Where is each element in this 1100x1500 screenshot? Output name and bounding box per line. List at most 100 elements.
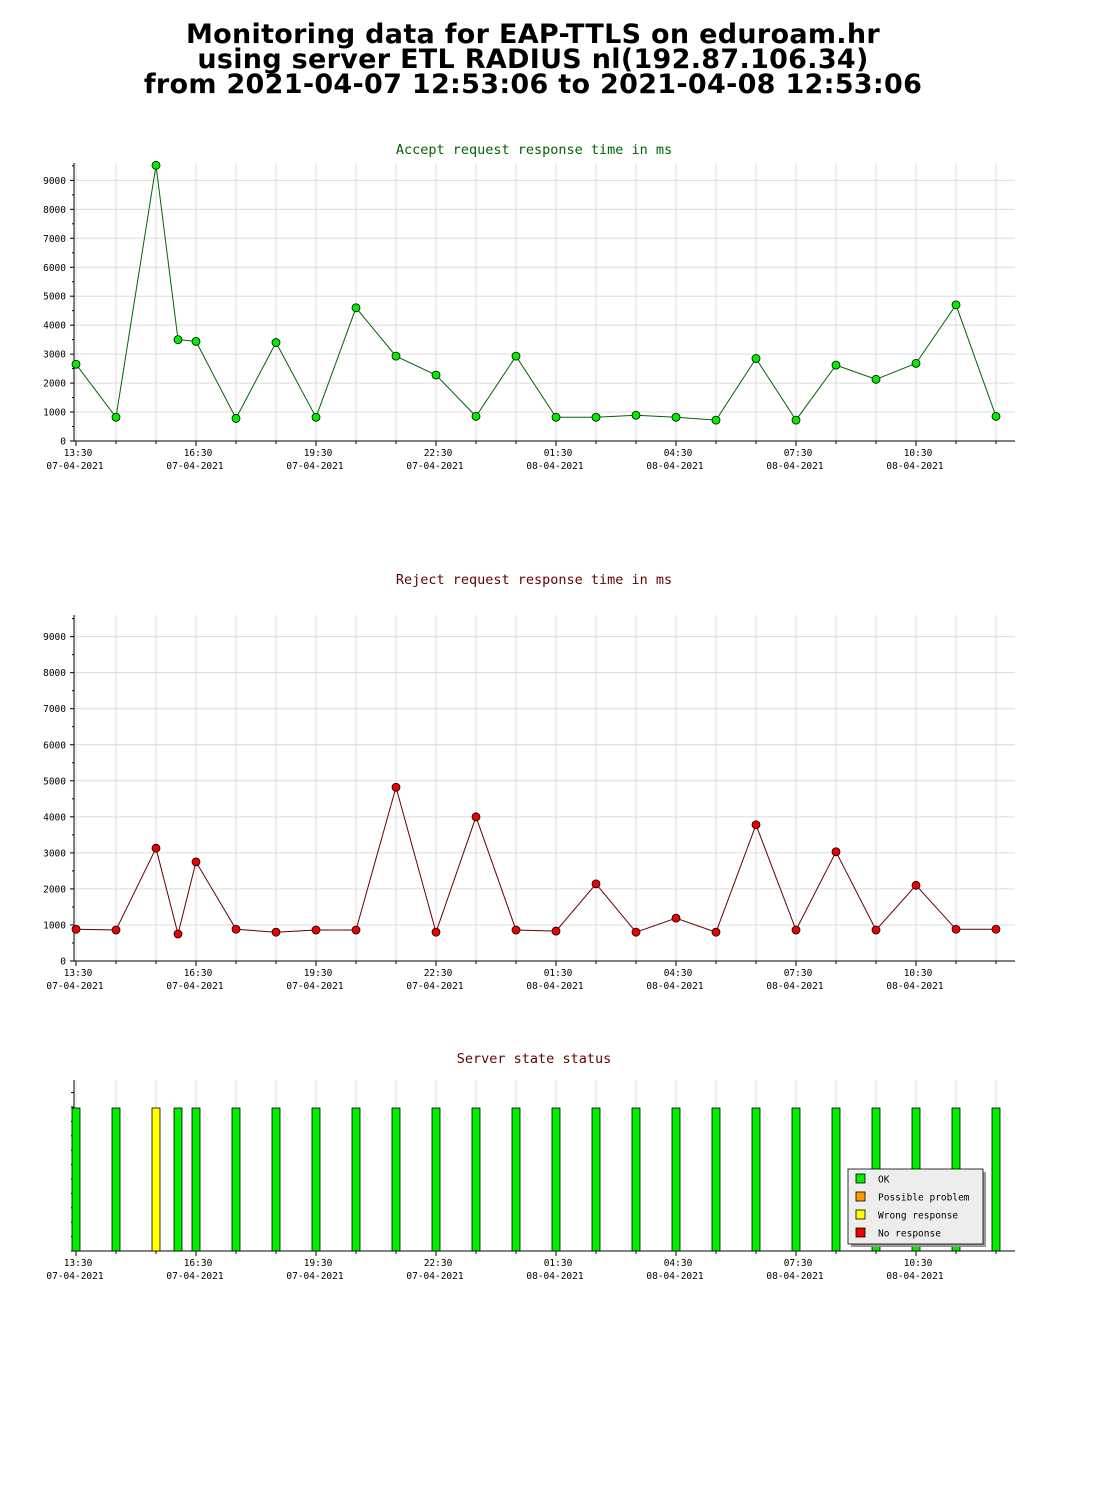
status-bar [831,1107,841,1252]
reject-data-point [671,913,681,923]
accept-data-point [191,336,201,346]
status-chart-title: Server state status [457,1051,611,1067]
accept-data-point [911,358,921,368]
accept-y-tick-label: 5000 [43,292,66,303]
reject-y-tick-label: 8000 [43,668,66,679]
accept-data-point [671,412,681,422]
reject-data-point [951,924,961,934]
legend-label-possible: Possible problem [878,1193,970,1204]
reject-chart-title: Reject request response time in ms [396,572,672,588]
status-x-tick-date: 08-04-2021 [886,1271,943,1282]
accept-y-tick-label: 8000 [43,205,66,216]
reject-data-point [71,924,81,934]
header-line-2: using server ETL RADIUS nl(192.87.106.34… [197,44,869,75]
status-chart: 13:30 07-04-2021 16:30 07-04-2021 19:30 07-04… [46,1080,1015,1282]
reject-data-point [871,925,881,935]
reject-y-tick-label: 5000 [43,776,66,787]
status-bar [351,1107,361,1252]
status-bar [431,1107,441,1252]
accept-y-tick-label: 9000 [43,176,66,187]
reject-y-tick-label: 2000 [43,884,66,895]
reject-x-tick-date: 07-04-2021 [166,981,223,992]
accept-y-tick-label: 2000 [43,379,66,390]
reject-data-point [311,925,321,935]
reject-data-point [551,926,561,936]
accept-x-tick-time: 10:30 [904,448,933,459]
accept-x-tick-time: 16:30 [184,448,213,459]
accept-chart: 13:30 07-04-2021 16:30 07-04-2021 19:30 07-04… [43,160,1015,472]
accept-x-tick-time: 22:30 [424,448,453,459]
reject-chart: 13:30 07-04-2021 16:30 07-04-2021 19:30 07-04… [43,615,1015,992]
reject-data-point [511,925,521,935]
accept-data-point [111,412,121,422]
accept-series-line [75,165,997,421]
accept-x-tick-date: 08-04-2021 [646,461,703,472]
status-x-tick-date: 08-04-2021 [526,1271,583,1282]
accept-data-point [271,338,281,347]
reject-y-tick-label: 4000 [43,812,66,823]
reject-x-tick-date: 07-04-2021 [406,981,463,992]
accept-data-point [751,354,761,363]
reject-data-point [711,927,721,937]
status-bar [711,1107,721,1252]
status-bar [191,1107,201,1252]
status-bar [751,1107,761,1252]
status-bar [551,1107,561,1252]
accept-data-point [871,374,881,384]
reject-x-tick-date: 08-04-2021 [646,981,703,992]
reject-data-point [631,927,641,937]
reject-data-point [791,925,801,935]
legend-label-wrong: Wrong response [878,1211,958,1222]
status-bar [471,1107,481,1252]
status-bar [111,1107,121,1252]
accept-data-point [431,370,441,380]
accept-chart-title: Accept request response time in ms [396,142,672,158]
status-x-tick-time: 04:30 [664,1258,693,1269]
reject-data-point [351,925,361,935]
reject-data-point [471,812,481,822]
accept-x-tick-date: 07-04-2021 [166,461,223,472]
accept-data-point [551,412,561,422]
status-x-tick-date: 08-04-2021 [646,1271,703,1282]
reject-x-tick-date: 08-04-2021 [886,981,943,992]
legend-swatch-wrong [855,1209,866,1220]
status-bar [173,1107,183,1252]
reject-data-point [111,925,121,935]
status-bar [311,1107,321,1252]
reject-x-tick-time: 19:30 [304,968,333,979]
status-bar [791,1107,801,1252]
reject-data-point [191,857,201,867]
reject-data-point [271,927,281,937]
legend-label-ok: OK [878,1175,890,1186]
reject-x-tick-date: 07-04-2021 [46,981,103,992]
accept-x-tick-date: 08-04-2021 [766,461,823,472]
status-x-tick-time: 16:30 [184,1258,213,1269]
status-x-tick-date: 08-04-2021 [766,1271,823,1282]
status-bar [231,1107,241,1252]
accept-data-point [151,160,161,170]
accept-data-point [591,412,601,422]
accept-data-point [311,412,321,422]
reject-y-tick-label: 1000 [43,920,66,931]
status-bar [271,1107,281,1252]
accept-data-point [471,411,481,421]
status-x-tick-time: 13:30 [64,1258,93,1269]
reject-data-point [151,843,161,853]
status-x-tick-date: 07-04-2021 [46,1271,103,1282]
accept-data-point [511,351,521,361]
reject-series-line [75,785,996,935]
accept-x-tick-date: 08-04-2021 [526,461,583,472]
accept-data-point [351,303,361,313]
accept-data-point [71,359,81,369]
reject-data-point [751,820,761,830]
accept-x-tick-date: 07-04-2021 [46,461,103,472]
reject-data-point [591,879,601,889]
status-x-tick-date: 07-04-2021 [286,1271,343,1282]
legend-swatch-none [855,1227,866,1238]
legend-swatch-possible [855,1191,866,1202]
legend-swatch-ok [855,1173,866,1184]
accept-data-point [231,414,241,423]
reject-y-tick-label: 7000 [43,704,66,715]
reject-x-tick-time: 04:30 [664,968,693,979]
legend-box [847,1168,984,1245]
